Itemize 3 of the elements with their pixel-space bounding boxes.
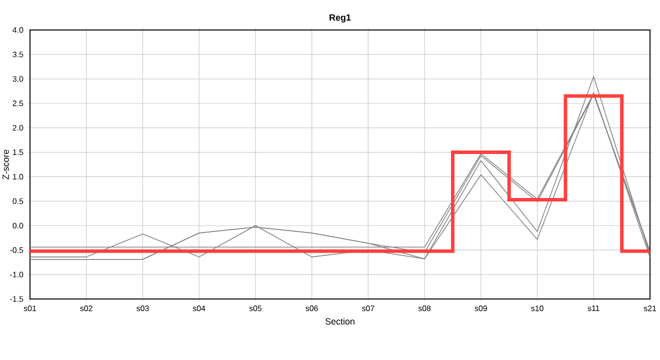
x-axis-title: Section	[325, 318, 354, 325]
chart-title: Reg1	[330, 14, 351, 23]
y-axis-title: Z-score	[2, 150, 9, 180]
